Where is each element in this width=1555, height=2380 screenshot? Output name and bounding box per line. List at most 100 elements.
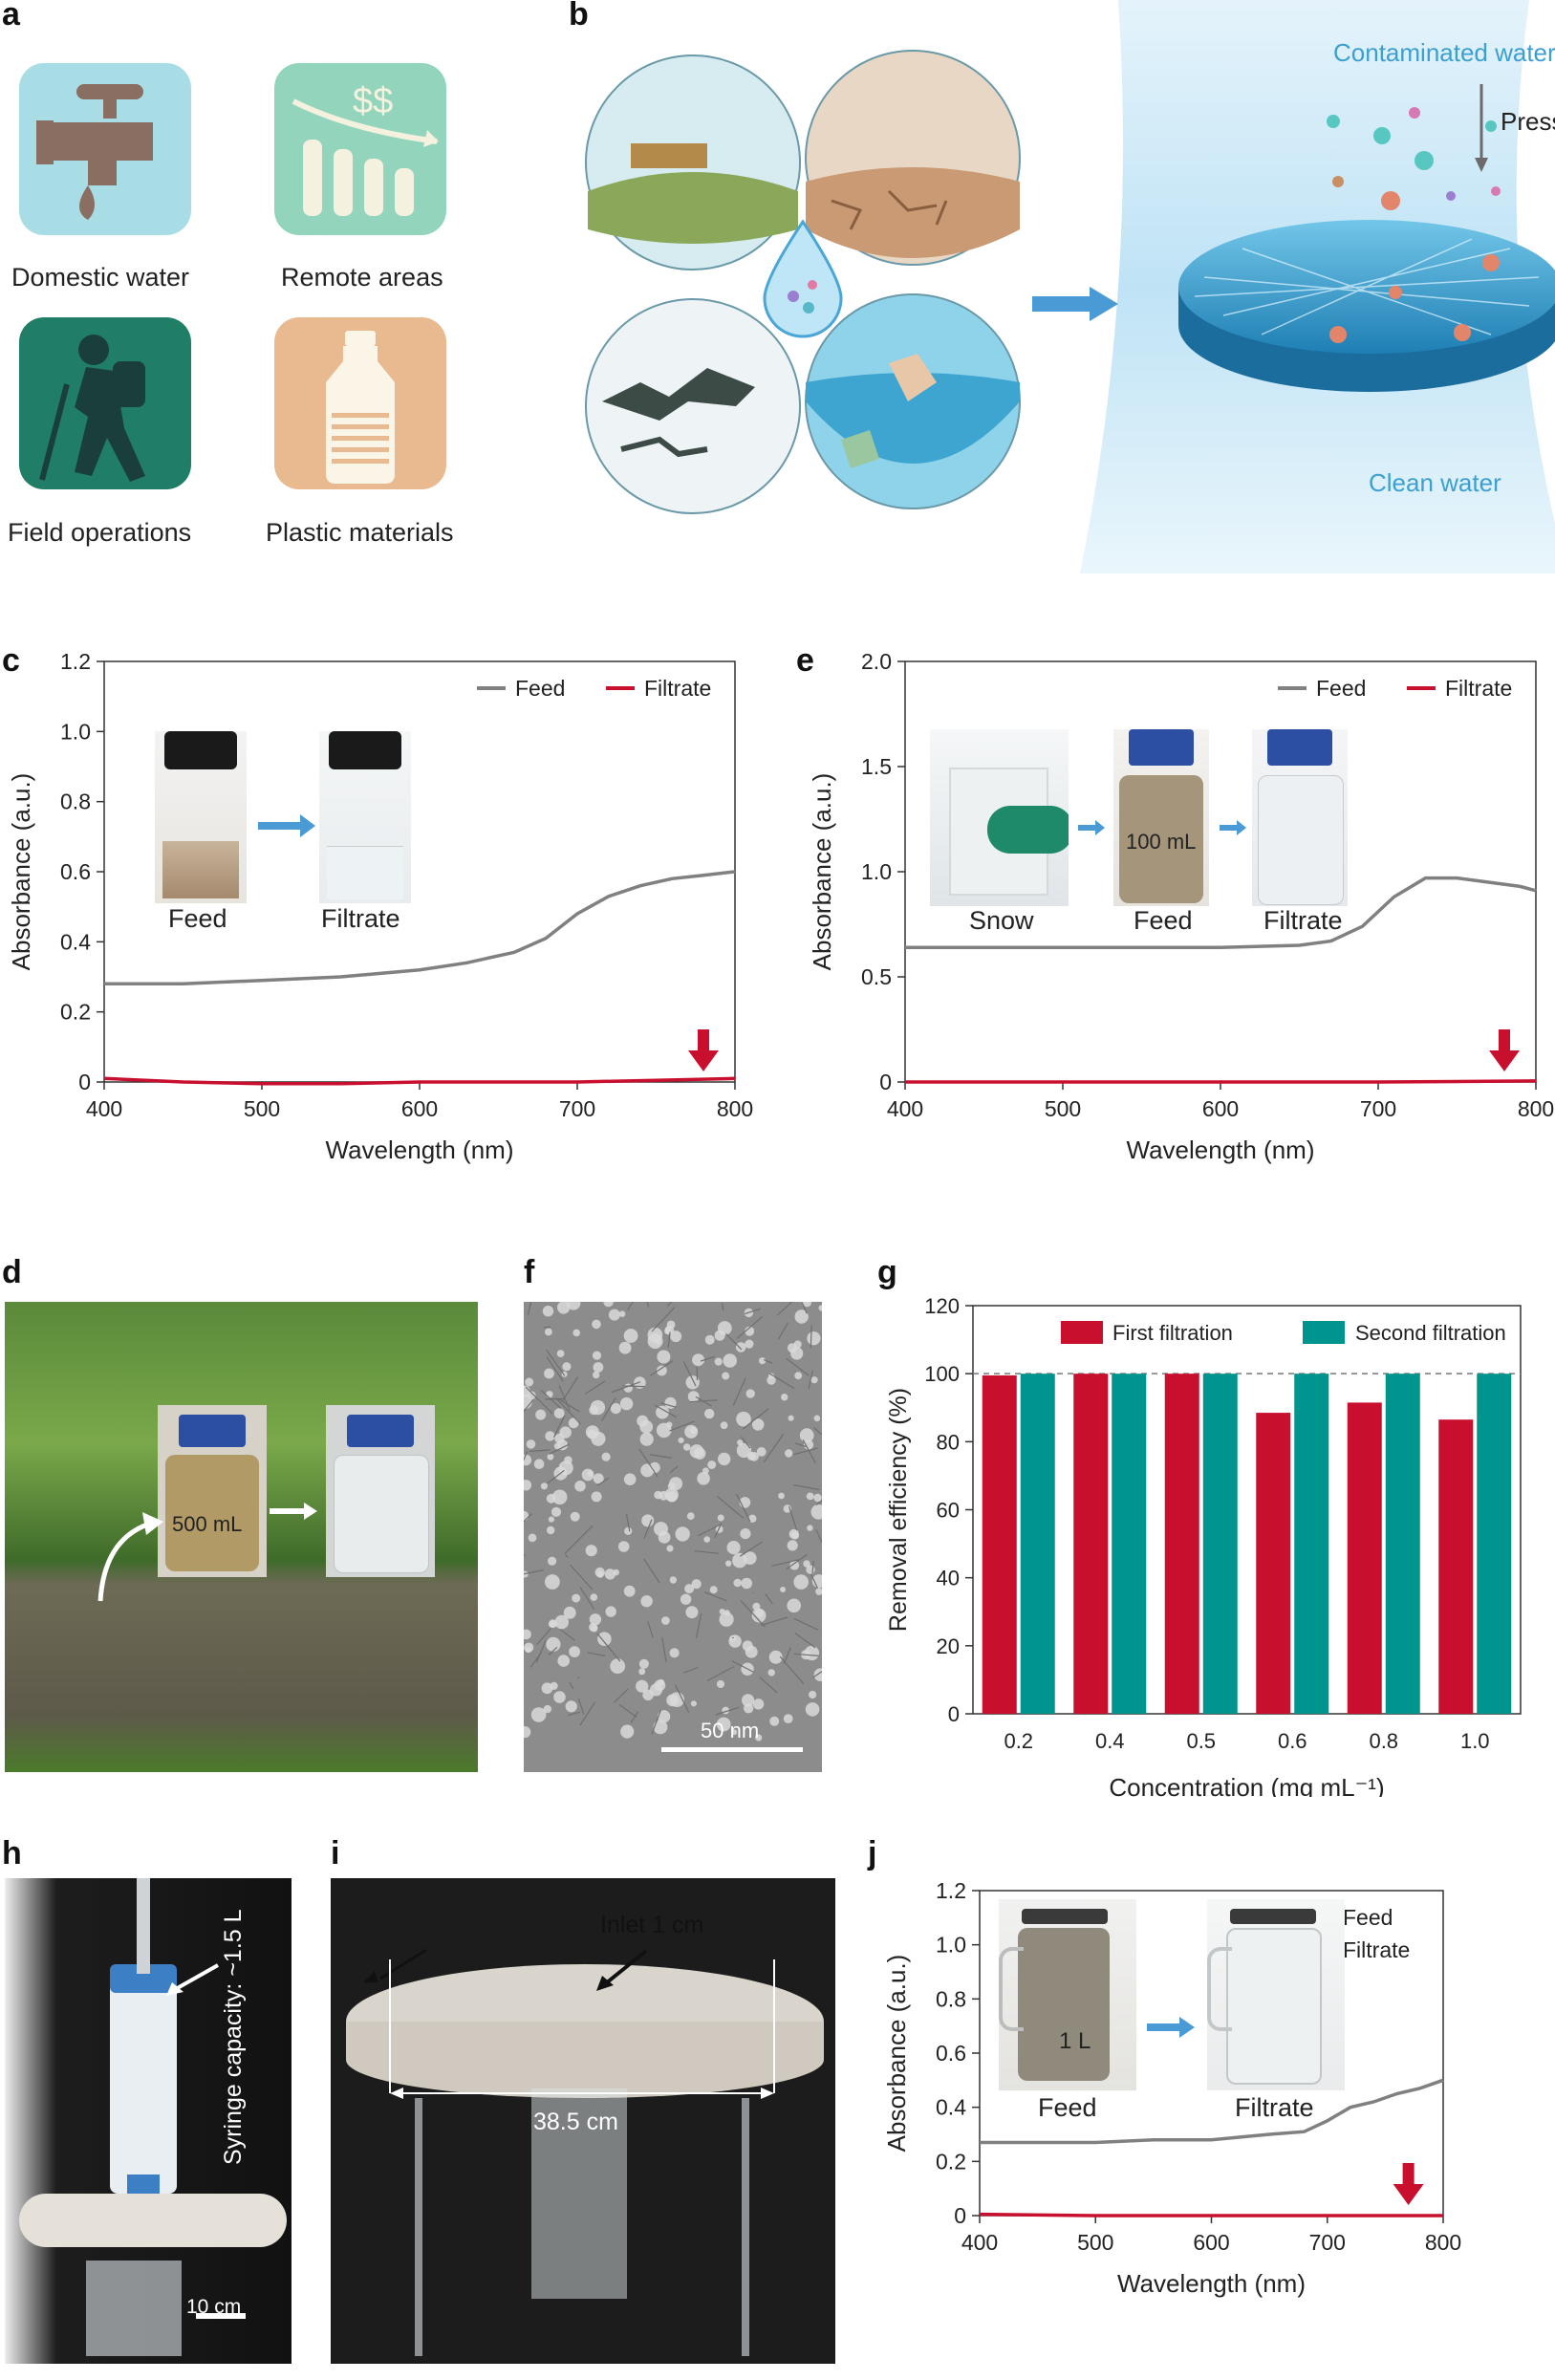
nanoparticle <box>624 1329 638 1343</box>
e-inset-feed-bottle <box>1113 729 1209 906</box>
nanofiber <box>588 1653 606 1656</box>
nanoparticle <box>574 1481 586 1492</box>
y-tick-label: 1.0 <box>936 1933 966 1958</box>
nanoparticle <box>549 1517 554 1523</box>
nanoparticle <box>707 1460 716 1469</box>
bar-first-0.8 <box>1348 1402 1382 1714</box>
nanoparticle <box>596 1570 603 1577</box>
nanoparticle <box>545 1574 560 1590</box>
plastic-materials-label: Plastic materials <box>266 518 454 548</box>
plastic-materials-tile <box>274 317 446 489</box>
nanoparticle <box>805 1646 819 1660</box>
nanoparticle <box>788 1540 798 1550</box>
nanoparticle <box>640 1595 652 1607</box>
nanoparticle <box>546 1391 552 1397</box>
y-tick-label: 0.6 <box>936 2041 966 2066</box>
nanoparticle <box>610 1658 625 1674</box>
y-tick-label: 120 <box>924 1294 960 1318</box>
nanoparticle <box>819 1305 823 1310</box>
nanoparticle <box>624 1527 632 1535</box>
nanofiber <box>566 1555 568 1558</box>
nanoparticle <box>534 1459 545 1469</box>
e-inset-feed-label: Feed <box>1134 906 1193 936</box>
bar-second-0.8 <box>1386 1374 1420 1714</box>
nanoparticle <box>609 1309 620 1321</box>
nanofiber <box>619 1704 637 1717</box>
nanoparticle <box>745 1340 753 1349</box>
f-scale-label: 50 nm <box>701 1719 759 1743</box>
nanofiber <box>723 1303 724 1310</box>
bar-second-0.4 <box>1112 1374 1146 1714</box>
nanoparticle <box>587 1470 593 1476</box>
x-tick-label: 800 <box>1518 1096 1554 1121</box>
bar-second-0.2 <box>1021 1374 1055 1714</box>
c-inset-filtrate-vial <box>319 731 411 903</box>
i-diameter-label: 38.5 cm <box>533 2109 618 2136</box>
nanofiber <box>545 1398 565 1399</box>
nanoparticle <box>788 1416 794 1421</box>
bar-first-1.0 <box>1438 1419 1473 1714</box>
nanoparticle <box>548 1454 554 1460</box>
nanofiber <box>695 1551 720 1554</box>
h-scale-label: 10 cm <box>186 2296 241 2319</box>
nanoparticle <box>544 1705 551 1713</box>
nanoparticle <box>737 1439 743 1445</box>
plot-frame <box>973 1306 1521 1714</box>
nanoparticle <box>740 1528 750 1539</box>
nanoparticle <box>768 1669 775 1676</box>
c-inset-arrow-icon <box>258 814 315 837</box>
nanofiber <box>562 1377 578 1402</box>
nanoparticle <box>780 1587 786 1592</box>
y-tick-label: 100 <box>924 1362 960 1386</box>
nanoparticle <box>722 1373 729 1380</box>
i-inlet-label: Inlet 1 cm <box>600 1912 703 1939</box>
nanoparticle <box>725 1561 731 1567</box>
filtrate-arrow-icon <box>1393 2163 1424 2205</box>
nanoparticle <box>670 1576 677 1583</box>
nanoparticle <box>606 1606 616 1616</box>
e-inset-snow-label: Snow <box>969 906 1034 936</box>
nanoparticle <box>562 1362 571 1371</box>
nanoparticle <box>669 1477 682 1490</box>
nanoparticle <box>784 1714 793 1723</box>
nanoparticle <box>705 1335 715 1345</box>
nanoparticle <box>688 1391 700 1402</box>
nanoparticle <box>807 1493 814 1501</box>
declining-bars-icon: $$ <box>274 63 446 235</box>
nanoparticle <box>591 1593 598 1601</box>
nanofiber <box>644 1559 660 1583</box>
nanoparticle <box>745 1646 758 1658</box>
nanofiber <box>650 1455 672 1459</box>
nanoparticle <box>703 1536 710 1543</box>
nanoparticle <box>670 1331 681 1342</box>
d-river-photo <box>5 1302 478 1772</box>
nanoparticle <box>524 1630 531 1640</box>
y-tick-label: 80 <box>937 1430 960 1454</box>
nanofiber <box>529 1450 550 1451</box>
nanoparticle <box>557 1655 570 1667</box>
x-tick-label: 0.8 <box>1369 1729 1398 1753</box>
nanoparticle <box>702 1467 709 1474</box>
nanofiber <box>794 1619 818 1631</box>
y-tick-label: 0 <box>879 1070 892 1094</box>
x-tick-label: 0.4 <box>1095 1729 1125 1753</box>
nanoparticle <box>569 1646 580 1657</box>
h-syringe-label: Syringe capacity: ~1.5 L <box>220 1909 248 2165</box>
panel-label-h: h <box>2 1835 22 1872</box>
nanoparticle <box>692 1579 702 1589</box>
nanoparticle <box>718 1321 732 1335</box>
legend-label-feed: Feed <box>515 676 565 701</box>
nanoparticle <box>572 1330 580 1337</box>
nanoparticle <box>586 1545 597 1556</box>
nanofiber <box>778 1323 788 1340</box>
bar-first-0.4 <box>1073 1374 1108 1714</box>
y-tick-label: 2.0 <box>861 649 892 674</box>
x-tick-label: 0.6 <box>1278 1729 1307 1753</box>
j-inset-filtrate-label: Filtrate <box>1235 2093 1314 2123</box>
x-tick-label: 400 <box>961 2230 998 2255</box>
nanofiber <box>544 1327 551 1328</box>
nanoparticle <box>767 1375 775 1384</box>
nanoparticle <box>602 1453 611 1461</box>
x-tick-label: 0.2 <box>1004 1729 1033 1753</box>
